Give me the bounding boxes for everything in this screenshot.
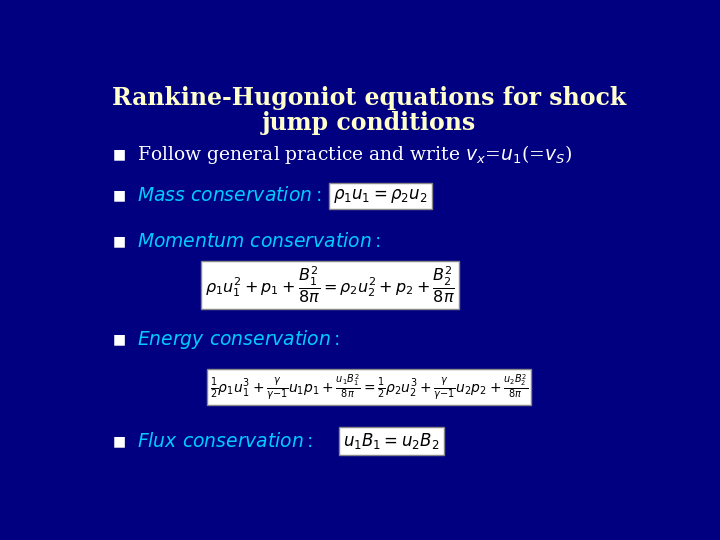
Text: jump conditions: jump conditions <box>262 111 476 135</box>
Text: $\mathit{Mass\ conservation:}$: $\mathit{Mass\ conservation:}$ <box>138 186 322 205</box>
Text: ■: ■ <box>112 332 125 346</box>
Text: Follow general practice and write $v_x$=$u_1$(=$v_S$): Follow general practice and write $v_x$=… <box>138 143 572 166</box>
Text: $\mathit{Flux\ conservation:}$: $\mathit{Flux\ conservation:}$ <box>138 431 313 450</box>
Text: ■: ■ <box>112 434 125 448</box>
Text: $\frac{1}{2}\rho_1 u_1^3 + \frac{\gamma}{\gamma{-}1}u_1 p_1 + \frac{u_1 B_1^2}{8: $\frac{1}{2}\rho_1 u_1^3 + \frac{\gamma}… <box>210 373 528 402</box>
Text: $\mathit{Momentum\ conservation:}$: $\mathit{Momentum\ conservation:}$ <box>138 232 382 251</box>
Text: $\rho_1 u_1 = \rho_2 u_2$: $\rho_1 u_1 = \rho_2 u_2$ <box>333 187 428 205</box>
Text: ■: ■ <box>112 234 125 248</box>
Text: $\mathit{Energy\ conservation:}$: $\mathit{Energy\ conservation:}$ <box>138 328 341 350</box>
Text: Rankine-Hugoniot equations for shock: Rankine-Hugoniot equations for shock <box>112 86 626 110</box>
Text: ■: ■ <box>112 189 125 203</box>
Text: $\rho_1 u_1^2 + p_1 + \dfrac{B_1^2}{8\pi} = \rho_2 u_2^2 + p_2 + \dfrac{B_2^2}{8: $\rho_1 u_1^2 + p_1 + \dfrac{B_1^2}{8\pi… <box>205 265 455 305</box>
Text: ■: ■ <box>112 147 125 161</box>
Text: $u_1 B_1 = u_2 B_2$: $u_1 B_1 = u_2 B_2$ <box>343 431 439 451</box>
